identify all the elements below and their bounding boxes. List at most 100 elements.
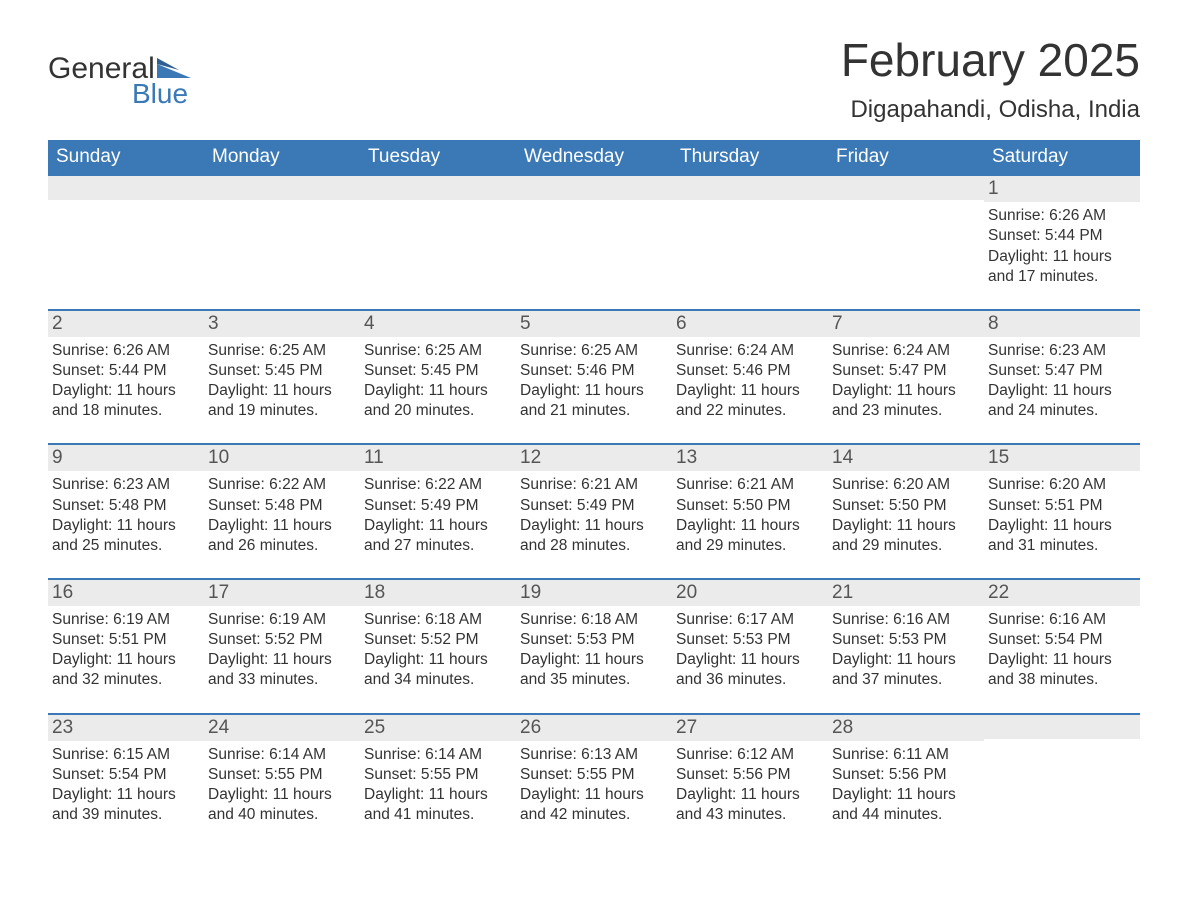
day-body: Sunrise: 6:19 AMSunset: 5:51 PMDaylight:… xyxy=(50,610,198,691)
day-body: Sunrise: 6:18 AMSunset: 5:52 PMDaylight:… xyxy=(362,610,510,691)
day-body: Sunrise: 6:18 AMSunset: 5:53 PMDaylight:… xyxy=(518,610,666,691)
day-number-row: 13 xyxy=(672,443,828,471)
daylight-text: Daylight: 11 hours and 19 minutes. xyxy=(208,381,354,421)
dow-friday: Friday xyxy=(828,140,984,176)
sunrise-text: Sunrise: 6:24 AM xyxy=(832,341,978,361)
sunset-text: Sunset: 5:44 PM xyxy=(988,226,1134,246)
daylight-text: Daylight: 11 hours and 36 minutes. xyxy=(676,650,822,690)
sunrise-text: Sunrise: 6:20 AM xyxy=(988,475,1134,495)
dow-tuesday: Tuesday xyxy=(360,140,516,176)
sunrise-text: Sunrise: 6:22 AM xyxy=(208,475,354,495)
sunset-text: Sunset: 5:46 PM xyxy=(520,361,666,381)
daylight-text: Daylight: 11 hours and 40 minutes. xyxy=(208,785,354,825)
sunrise-text: Sunrise: 6:17 AM xyxy=(676,610,822,630)
day-number-row xyxy=(672,176,828,200)
day-cell: 20Sunrise: 6:17 AMSunset: 5:53 PMDayligh… xyxy=(672,578,828,713)
day-body: Sunrise: 6:24 AMSunset: 5:47 PMDaylight:… xyxy=(830,341,978,422)
day-number: 7 xyxy=(828,311,984,337)
brand-logo: General Blue xyxy=(48,54,191,110)
day-number: 4 xyxy=(360,311,516,337)
day-cell: 8Sunrise: 6:23 AMSunset: 5:47 PMDaylight… xyxy=(984,309,1140,444)
day-cell: 13 Sunrise: 6:21 AMSunset: 5:50 PMDayligh… xyxy=(672,443,828,578)
brand-name-part2: Blue xyxy=(132,78,191,110)
day-number-row xyxy=(828,176,984,200)
day-cell: 11Sunrise: 6:22 AMSunset: 5:49 PMDayligh… xyxy=(360,443,516,578)
day-body: Sunrise: 6:26 AMSunset: 5:44 PMDaylight:… xyxy=(986,206,1134,287)
daylight-text: Daylight: 11 hours and 22 minutes. xyxy=(676,381,822,421)
sunrise-text: Sunrise: 6:19 AM xyxy=(52,610,198,630)
day-number-row: 11 xyxy=(360,443,516,471)
day-number xyxy=(360,176,516,200)
day-number: 16 xyxy=(48,580,204,606)
day-number-row: 21 xyxy=(828,578,984,606)
sunrise-text: Sunrise: 6:18 AM xyxy=(520,610,666,630)
day-of-week-header: Sunday Monday Tuesday Wednesday Thursday… xyxy=(48,140,1140,176)
daylight-text: Daylight: 11 hours and 33 minutes. xyxy=(208,650,354,690)
day-body: Sunrise: 6:15 AMSunset: 5:54 PMDaylight:… xyxy=(50,745,198,826)
daylight-text: Daylight: 11 hours and 38 minutes. xyxy=(988,650,1134,690)
calendar-body: 1Sunrise: 6:26 AMSunset: 5:44 PMDaylight… xyxy=(48,176,1140,847)
sunset-text: Sunset: 5:55 PM xyxy=(364,765,510,785)
day-cell: 12Sunrise: 6:21 AMSunset: 5:49 PMDayligh… xyxy=(516,443,672,578)
day-cell: 24Sunrise: 6:14 AMSunset: 5:55 PMDayligh… xyxy=(204,713,360,848)
sunrise-text: Sunrise: 6:22 AM xyxy=(364,475,510,495)
day-number-row xyxy=(984,713,1140,739)
day-number: 1 xyxy=(984,176,1140,202)
day-number-row: 1 xyxy=(984,176,1140,202)
day-number-row: 23 xyxy=(48,713,204,741)
day-number-row xyxy=(204,176,360,200)
day-number-row: 26 xyxy=(516,713,672,741)
day-number xyxy=(204,176,360,200)
day-body: Sunrise: 6:17 AMSunset: 5:53 PMDaylight:… xyxy=(674,610,822,691)
day-cell: 19Sunrise: 6:18 AMSunset: 5:53 PMDayligh… xyxy=(516,578,672,713)
sunrise-text: Sunrise: 6:14 AM xyxy=(208,745,354,765)
day-number-row xyxy=(48,176,204,200)
day-cell xyxy=(48,176,204,309)
sunset-text: Sunset: 5:50 PM xyxy=(832,496,978,516)
day-number-row: 10 xyxy=(204,443,360,471)
day-cell: 7 Sunrise: 6:24 AMSunset: 5:47 PMDaylight… xyxy=(828,309,984,444)
day-cell: 17Sunrise: 6:19 AMSunset: 5:52 PMDayligh… xyxy=(204,578,360,713)
day-number-row: 14 xyxy=(828,443,984,471)
sunset-text: Sunset: 5:54 PM xyxy=(52,765,198,785)
day-cell: 26Sunrise: 6:13 AMSunset: 5:55 PMDayligh… xyxy=(516,713,672,848)
day-body: Sunrise: 6:20 AMSunset: 5:50 PMDaylight:… xyxy=(830,475,978,556)
day-number: 10 xyxy=(204,445,360,471)
day-number-row: 22 xyxy=(984,578,1140,606)
location-subtitle: Digapahandi, Odisha, India xyxy=(841,96,1140,124)
calendar: Sunday Monday Tuesday Wednesday Thursday… xyxy=(48,140,1140,847)
daylight-text: Daylight: 11 hours and 34 minutes. xyxy=(364,650,510,690)
day-body: Sunrise: 6:14 AMSunset: 5:55 PMDaylight:… xyxy=(206,745,354,826)
day-number: 27 xyxy=(672,715,828,741)
sunrise-text: Sunrise: 6:26 AM xyxy=(988,206,1134,226)
sunset-text: Sunset: 5:44 PM xyxy=(52,361,198,381)
day-number-row: 17 xyxy=(204,578,360,606)
daylight-text: Daylight: 11 hours and 43 minutes. xyxy=(676,785,822,825)
day-body: Sunrise: 6:11 AMSunset: 5:56 PMDaylight:… xyxy=(830,745,978,826)
day-body: Sunrise: 6:21 AMSunset: 5:50 PMDaylight:… xyxy=(674,475,822,556)
calendar-week: 2Sunrise: 6:26 AMSunset: 5:44 PMDaylight… xyxy=(48,309,1140,444)
sunset-text: Sunset: 5:45 PM xyxy=(364,361,510,381)
day-body: Sunrise: 6:12 AMSunset: 5:56 PMDaylight:… xyxy=(674,745,822,826)
sunset-text: Sunset: 5:46 PM xyxy=(676,361,822,381)
day-number xyxy=(672,176,828,200)
day-number: 21 xyxy=(828,580,984,606)
day-cell xyxy=(672,176,828,309)
daylight-text: Daylight: 11 hours and 24 minutes. xyxy=(988,381,1134,421)
day-number xyxy=(828,176,984,200)
sunrise-text: Sunrise: 6:12 AM xyxy=(676,745,822,765)
day-body: Sunrise: 6:22 AMSunset: 5:48 PMDaylight:… xyxy=(206,475,354,556)
day-number-row: 8 xyxy=(984,309,1140,337)
day-number: 18 xyxy=(360,580,516,606)
sunset-text: Sunset: 5:55 PM xyxy=(520,765,666,785)
daylight-text: Daylight: 11 hours and 21 minutes. xyxy=(520,381,666,421)
day-cell: 27 Sunrise: 6:12 AMSunset: 5:56 PMDayligh… xyxy=(672,713,828,848)
day-number xyxy=(984,715,1140,739)
day-number: 5 xyxy=(516,311,672,337)
day-number: 3 xyxy=(204,311,360,337)
sunrise-text: Sunrise: 6:16 AM xyxy=(832,610,978,630)
daylight-text: Daylight: 11 hours and 29 minutes. xyxy=(676,516,822,556)
page: General Blue February 2025 Digapahandi, … xyxy=(0,0,1188,918)
sunrise-text: Sunrise: 6:18 AM xyxy=(364,610,510,630)
day-number-row: 3 xyxy=(204,309,360,337)
